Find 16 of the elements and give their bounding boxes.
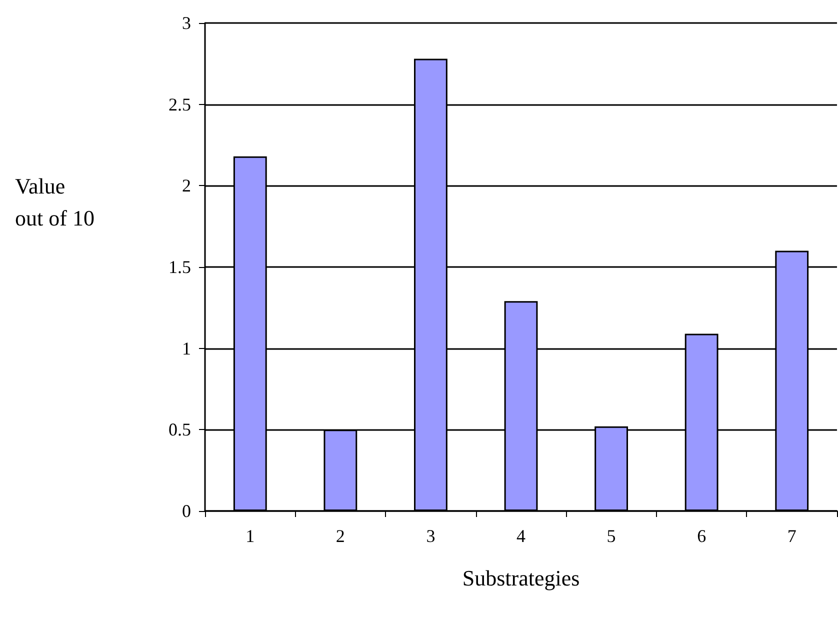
x-tick-label: 6 bbox=[697, 526, 706, 546]
y-tick-label: 0.5 bbox=[168, 420, 191, 440]
x-tick-label: 4 bbox=[516, 526, 526, 546]
x-axis-title: Substrategies bbox=[462, 566, 580, 590]
x-tick-label: 1 bbox=[246, 526, 255, 546]
y-tick-label: 1 bbox=[182, 338, 191, 358]
y-tick-label: 2.5 bbox=[168, 94, 191, 114]
x-tick-label: 3 bbox=[426, 526, 436, 546]
y-axis-title: Value out of 10 bbox=[15, 174, 94, 230]
x-tick-label: 5 bbox=[606, 526, 616, 546]
y-tick-label: 1.5 bbox=[168, 257, 191, 277]
y-tick-label: 3 bbox=[182, 13, 191, 33]
x-tick-label: 2 bbox=[336, 526, 345, 546]
y-tick-label: 2 bbox=[182, 176, 191, 196]
y-tick-label: 0 bbox=[182, 501, 191, 521]
x-tick-label: 7 bbox=[787, 526, 796, 546]
